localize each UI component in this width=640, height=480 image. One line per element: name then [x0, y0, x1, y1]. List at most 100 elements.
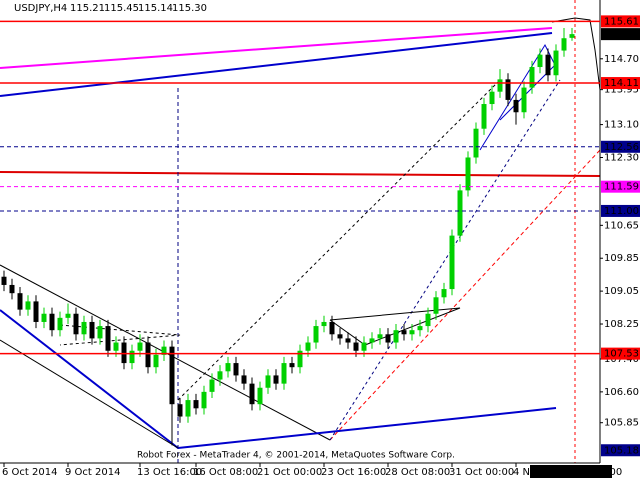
candle-body — [185, 400, 191, 417]
level-box — [601, 347, 640, 360]
candle-body — [153, 354, 159, 368]
candle-body — [17, 293, 23, 310]
candle-body — [353, 342, 359, 351]
candle-body — [145, 342, 151, 368]
y-tick-label: 108.25 — [604, 319, 639, 330]
trendline — [0, 27, 553, 69]
trendline — [0, 339, 179, 449]
candle-body — [257, 387, 263, 405]
candle-body — [249, 383, 255, 405]
y-tick-label: 106.60 — [604, 387, 639, 398]
chart-title: USDJPY,H4 — [14, 3, 67, 14]
candle-body — [481, 104, 487, 129]
level-label: 107.53 — [604, 349, 639, 360]
quote-value: 115.14 — [138, 3, 173, 14]
candle-body — [457, 190, 463, 236]
candle-body — [305, 342, 311, 351]
level-label: 115.61 — [604, 16, 639, 27]
y-tick-label: 114.70 — [604, 54, 639, 65]
candle-body — [193, 400, 199, 409]
candle-body — [177, 404, 183, 417]
quote-value: 115.45 — [104, 3, 139, 14]
candle-body — [241, 375, 247, 384]
candle-body — [465, 157, 471, 191]
candle-body — [553, 50, 559, 76]
level-label: 105.18 — [604, 445, 639, 456]
level-box — [601, 15, 640, 28]
candle-body — [73, 313, 79, 335]
candle-body — [265, 375, 271, 388]
candle-body — [521, 87, 527, 113]
x-tick-label: 23 Oct 16:00 — [321, 467, 386, 478]
level-box — [601, 180, 640, 193]
candle-body — [345, 338, 351, 343]
x-tick-label: 4 No — [513, 467, 536, 478]
candle-body — [449, 235, 455, 290]
quote-value: 115.21 — [70, 3, 105, 14]
level-box — [601, 204, 640, 217]
candle-body — [377, 334, 383, 339]
candle-body — [569, 34, 575, 38]
candle-body — [169, 346, 175, 405]
candle-body — [497, 79, 503, 92]
candle-body — [1, 276, 7, 285]
candle-body — [217, 371, 223, 380]
candle-body — [385, 334, 391, 343]
candle-body — [41, 313, 47, 322]
level-label: 111.00 — [604, 206, 639, 217]
copyright: Robot Forex - MetaTrader 4, © 2001-2014,… — [137, 451, 455, 461]
y-tick-label: 109.85 — [604, 253, 639, 264]
candle-body — [81, 321, 87, 335]
forecast — [551, 17, 601, 91]
y-tick-label: 112.30 — [604, 152, 639, 163]
candle-body — [97, 326, 103, 339]
candle-body — [89, 321, 95, 339]
candle-body — [433, 297, 439, 314]
trendline — [329, 149, 601, 441]
candle-body — [129, 350, 135, 364]
level-box — [601, 28, 640, 41]
candle-body — [393, 330, 399, 343]
candle-body — [425, 313, 431, 327]
candle-body — [225, 363, 231, 372]
level-box — [601, 444, 640, 457]
candle-body — [369, 338, 375, 343]
candle-body — [329, 321, 335, 335]
trendline — [0, 309, 179, 449]
candle-body — [281, 363, 287, 384]
trendline — [177, 407, 557, 449]
candle-body — [49, 313, 55, 331]
candle-body — [161, 346, 167, 355]
level-box — [601, 77, 640, 90]
candle-body — [409, 330, 415, 335]
x-tick-label: 9 Oct 2014 — [65, 467, 120, 478]
y-tick-label: 113.10 — [604, 120, 639, 131]
x-tick-label: 21 Oct 00:00 — [257, 467, 322, 478]
x-tick-label: 28 Oct 08:00 — [385, 467, 450, 478]
candle-body — [321, 321, 327, 327]
candle-body — [113, 342, 119, 351]
candle-body — [401, 330, 407, 335]
candle-body — [489, 91, 495, 105]
level-label: 111.59 — [604, 182, 639, 193]
candle-body — [137, 342, 143, 351]
y-tick-label: 110.65 — [604, 220, 639, 231]
candle-body — [513, 99, 519, 113]
trendline — [0, 171, 601, 177]
candle-body — [417, 326, 423, 331]
y-tick-label: 109.05 — [604, 286, 639, 297]
candle-body — [105, 326, 111, 351]
y-tick-label: 113.95 — [604, 85, 639, 96]
trendline — [177, 79, 501, 401]
time-cursor-label: 2014.11.07 04:00 — [533, 467, 622, 478]
candle-body — [297, 350, 303, 368]
level-label: 115.30 — [604, 29, 639, 40]
level-label: 112.56 — [604, 142, 639, 153]
candle-body — [121, 342, 127, 364]
x-tick-label: 16 Oct 08:00 — [193, 467, 258, 478]
quote-value: 115.30 — [172, 3, 207, 14]
candle-body — [313, 326, 319, 343]
candle-body — [65, 313, 71, 318]
candle-body — [273, 375, 279, 384]
